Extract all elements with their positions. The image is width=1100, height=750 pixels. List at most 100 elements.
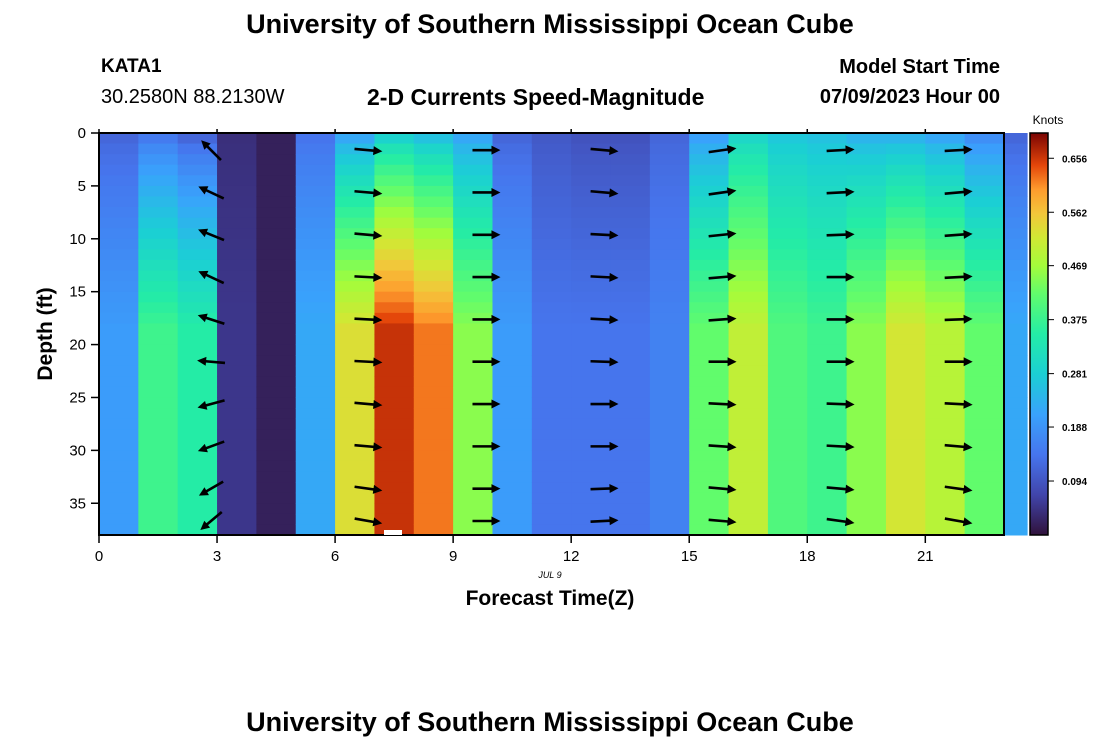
- heatmap-cell: [807, 281, 848, 293]
- heatmap-cell: [964, 471, 1005, 483]
- current-vector: [354, 517, 383, 527]
- heatmap-cell: [689, 291, 730, 303]
- heatmap-cell: [649, 334, 690, 346]
- heatmap-cell: [413, 143, 454, 155]
- heatmap-cell: [335, 154, 375, 166]
- heatmap-cell: [413, 154, 454, 166]
- heatmap-cell: [177, 513, 218, 525]
- heatmap-cell: [925, 238, 966, 250]
- heatmap-cell: [335, 460, 375, 473]
- heatmap-cell: [610, 376, 651, 388]
- heatmap-cell: [374, 143, 415, 155]
- heatmap-cell: [138, 207, 179, 219]
- heatmap-cell: [99, 323, 139, 335]
- heatmap-cell: [649, 471, 690, 483]
- current-vector: [708, 516, 737, 526]
- heatmap-cell: [846, 291, 887, 303]
- heatmap-cell: [453, 175, 493, 187]
- heatmap-cell: [610, 185, 651, 197]
- heatmap-cell: [335, 323, 375, 335]
- heatmap-cell: [649, 492, 690, 504]
- heatmap-cell: [531, 460, 572, 473]
- heatmap-cell: [256, 291, 297, 303]
- heatmap-cell: [177, 439, 218, 451]
- heatmap-cell: [335, 281, 375, 293]
- heatmap-cell: [177, 334, 218, 346]
- current-vector: [590, 441, 619, 451]
- heatmap-cell: [374, 259, 415, 272]
- heatmap-cell: [177, 524, 218, 536]
- current-vector: [826, 187, 855, 197]
- heatmap-cell: [689, 281, 730, 293]
- heatmap-cell: [649, 185, 690, 197]
- heatmap-cell: [138, 376, 179, 388]
- heatmap-cell: [649, 143, 690, 155]
- colorbar-tick-label: 0.656: [1062, 154, 1087, 165]
- heatmap-cell: [374, 355, 415, 367]
- heatmap-cell: [413, 196, 454, 208]
- heatmap-cell: [295, 133, 336, 145]
- heatmap-cell: [767, 207, 808, 219]
- heatmap-cell: [177, 217, 218, 229]
- heatmap-cell: [177, 482, 218, 494]
- heatmap-cell: [689, 503, 730, 515]
- heatmap-cell: [177, 291, 218, 303]
- heatmap-cell: [256, 164, 297, 176]
- heatmap-cell: [256, 207, 297, 219]
- heatmap-cell: [413, 302, 454, 314]
- heatmap-cell: [689, 164, 730, 176]
- heatmap-cell: [1004, 175, 1028, 187]
- heatmap-cell: [728, 344, 769, 356]
- heatmap-cell: [767, 439, 808, 451]
- heatmap-cell: [610, 471, 651, 483]
- heatmap-cell: [807, 418, 848, 430]
- heatmap-cell: [846, 513, 887, 525]
- heatmap-cell: [728, 492, 769, 504]
- heatmap-cell: [531, 185, 572, 197]
- heatmap-cell: [413, 376, 454, 388]
- colorbar-ticks: 0.656 0.562 0.469 0.375 0.281 0.188 0.094: [1048, 154, 1087, 488]
- heatmap-cell: [571, 175, 612, 187]
- heatmap-cell: [295, 513, 336, 525]
- heatmap-cell: [885, 418, 926, 430]
- heatmap-cell: [99, 207, 139, 219]
- heatmap-cell: [649, 302, 690, 314]
- heatmap-cell: [177, 376, 218, 388]
- heatmap-cell: [413, 228, 454, 240]
- current-vector: [472, 484, 501, 494]
- current-vector: [354, 188, 383, 198]
- heatmap-cell: [807, 376, 848, 388]
- heatmap-cell: [374, 376, 415, 388]
- heatmap-cell: [1004, 460, 1028, 473]
- heatmap-cell: [807, 228, 848, 240]
- heatmap-cell: [925, 249, 966, 261]
- heatmap-cell: [807, 408, 848, 420]
- heatmap-cell: [1004, 492, 1028, 504]
- heatmap-cell: [610, 450, 651, 462]
- heatmap-cell: [885, 154, 926, 166]
- heatmap-cell: [925, 376, 966, 388]
- heatmap-cell: [492, 418, 533, 430]
- heatmap-cell: [217, 492, 257, 504]
- heatmap-cell: [256, 175, 297, 187]
- heatmap-cell: [767, 175, 808, 187]
- heatmap-cell: [177, 302, 218, 314]
- heatmap-cell: [964, 196, 1005, 208]
- heatmap-cell: [767, 164, 808, 176]
- heatmap-cell: [846, 524, 887, 536]
- heatmap-cell: [217, 196, 257, 208]
- heatmap-cell: [374, 185, 415, 197]
- heatmap-cell: [295, 302, 336, 314]
- heatmap-cell: [767, 450, 808, 462]
- heatmap-cell: [413, 281, 454, 293]
- heatmap-cell: [807, 259, 848, 272]
- heatmap-cell: [964, 228, 1005, 240]
- heatmap-cell: [138, 302, 179, 314]
- heatmap-cell: [99, 471, 139, 483]
- heatmap-cell: [217, 217, 257, 229]
- heatmap-cell: [295, 482, 336, 494]
- heatmap-cell: [138, 397, 179, 409]
- current-vector: [590, 188, 619, 198]
- heatmap-cell: [925, 429, 966, 441]
- heatmap-cell: [335, 471, 375, 483]
